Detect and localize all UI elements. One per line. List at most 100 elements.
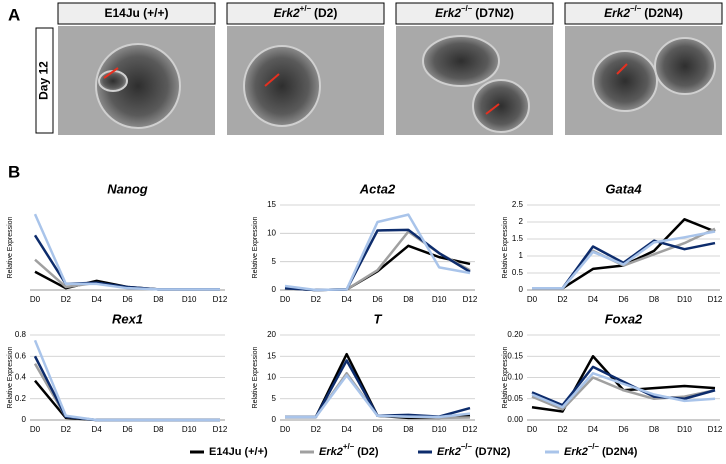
- chart-title: Foxa2: [605, 311, 643, 326]
- genotype-label: Erk2–/– (D2N4): [604, 4, 683, 20]
- arrow: [264, 73, 280, 87]
- y-axis-label: Relative Expression: [7, 346, 14, 408]
- y-tick-label: 0.6: [15, 351, 27, 360]
- genotype-suffix: (D2): [314, 6, 337, 20]
- y-tick-label: 0.20: [507, 330, 523, 339]
- x-tick-label: D12: [463, 295, 478, 304]
- y-tick-label: 5: [272, 394, 277, 403]
- y-tick-label: 0.8: [15, 330, 27, 339]
- series-line: [285, 359, 471, 419]
- genotype-superscript: –/–: [630, 4, 642, 13]
- embryoid-body: [243, 45, 321, 127]
- y-axis-label: Relative Expression: [7, 216, 14, 278]
- x-tick-label: D4: [92, 425, 103, 434]
- series-line: [284, 228, 471, 292]
- chart-title: Nanog: [107, 181, 148, 196]
- series-line: [34, 379, 220, 422]
- genotype-label: E14Ju (+/+): [104, 6, 168, 20]
- x-tick-label: D10: [677, 425, 692, 434]
- x-tick-label: D0: [280, 295, 291, 304]
- series-line: [531, 365, 716, 407]
- x-tick-label: D8: [403, 295, 414, 304]
- gene-name: Erk2: [319, 446, 343, 458]
- chart-title: Acta2: [359, 181, 396, 196]
- embryoid-body: [472, 79, 530, 133]
- chart-title: T: [374, 311, 383, 326]
- x-tick-label: D12: [213, 425, 228, 434]
- arrow: [616, 63, 628, 75]
- genotype-superscript: –/–: [461, 442, 473, 451]
- gene-name: Erk2: [437, 446, 461, 458]
- y-tick-label: 15: [267, 200, 276, 209]
- x-tick-label: D6: [618, 425, 629, 434]
- y-tick-label: 10: [267, 228, 276, 237]
- embryoid-body: [592, 50, 658, 112]
- x-tick-label: D4: [588, 425, 599, 434]
- y-axis-label: Relative Expression: [252, 216, 259, 278]
- x-tick-label: D2: [311, 425, 322, 434]
- y-tick-label: 0.10: [507, 373, 523, 382]
- chart-title: Rex1: [112, 311, 143, 326]
- y-tick-label: 20: [267, 330, 276, 339]
- x-tick-label: D12: [213, 295, 228, 304]
- header-box: [226, 2, 385, 25]
- y-tick-label: 2.5: [512, 200, 524, 209]
- y-tick-label: 1.5: [512, 234, 524, 243]
- genotype-label: Erk2–/– (D2N4): [564, 442, 638, 458]
- x-tick-label: D2: [61, 295, 72, 304]
- arrow: [485, 103, 500, 115]
- y-tick-label: 2: [519, 217, 524, 226]
- genotype-label: Erk2+/– (D2): [319, 442, 379, 458]
- x-tick-label: D6: [122, 425, 133, 434]
- series-line: [531, 376, 716, 411]
- embryoid-body: [422, 35, 500, 87]
- y-tick-label: 0.05: [507, 394, 523, 403]
- genotype-suffix: (D7N2): [475, 6, 514, 20]
- x-tick-label: D6: [372, 425, 383, 434]
- y-tick-label: 15: [267, 351, 276, 360]
- panel-label: A: [8, 5, 20, 24]
- series-line: [33, 339, 220, 422]
- series-line: [285, 374, 471, 419]
- x-tick-label: D0: [280, 425, 291, 434]
- panel-label: B: [8, 162, 20, 181]
- genotype-suffix: (D2N4): [644, 6, 683, 20]
- x-tick-label: D12: [463, 425, 478, 434]
- y-axis-label: Relative Expression: [502, 346, 509, 408]
- arrow: [103, 67, 119, 79]
- x-tick-label: D2: [311, 295, 322, 304]
- gene-name: Erk2: [564, 446, 588, 458]
- genotype-label: Erk2–/– (D7N2): [435, 4, 514, 20]
- y-tick-label: 5: [272, 257, 277, 266]
- x-tick-label: D0: [527, 295, 538, 304]
- x-tick-label: D4: [342, 425, 353, 434]
- x-tick-label: D0: [30, 425, 41, 434]
- genotype-text: E14Ju (+/+): [209, 446, 268, 458]
- y-tick-label: 0.5: [512, 268, 524, 277]
- genotype-suffix: (D2): [357, 446, 379, 458]
- genotype-label: Erk2+/– (D2): [274, 4, 338, 20]
- genotype-superscript: –/–: [588, 442, 600, 451]
- side-label: Day 12: [37, 61, 51, 100]
- header-box: [57, 2, 216, 25]
- y-tick-label: 0.15: [507, 351, 523, 360]
- x-tick-label: D4: [588, 295, 599, 304]
- series-line: [33, 213, 220, 291]
- x-tick-label: D4: [92, 295, 103, 304]
- chart-title: Gata4: [605, 181, 642, 196]
- x-tick-label: D2: [61, 425, 72, 434]
- x-tick-label: D8: [649, 425, 660, 434]
- series-line: [284, 230, 471, 292]
- y-tick-label: 0.2: [15, 394, 27, 403]
- x-tick-label: D12: [708, 295, 723, 304]
- x-tick-label: D0: [527, 425, 538, 434]
- embryoid-body: [95, 43, 181, 129]
- x-tick-label: D8: [153, 425, 164, 434]
- gene-name: Erk2: [274, 6, 300, 20]
- x-tick-label: D10: [677, 295, 692, 304]
- x-tick-label: D6: [122, 295, 133, 304]
- series-line: [531, 372, 716, 409]
- series-line: [285, 352, 471, 420]
- header-box: [564, 2, 723, 25]
